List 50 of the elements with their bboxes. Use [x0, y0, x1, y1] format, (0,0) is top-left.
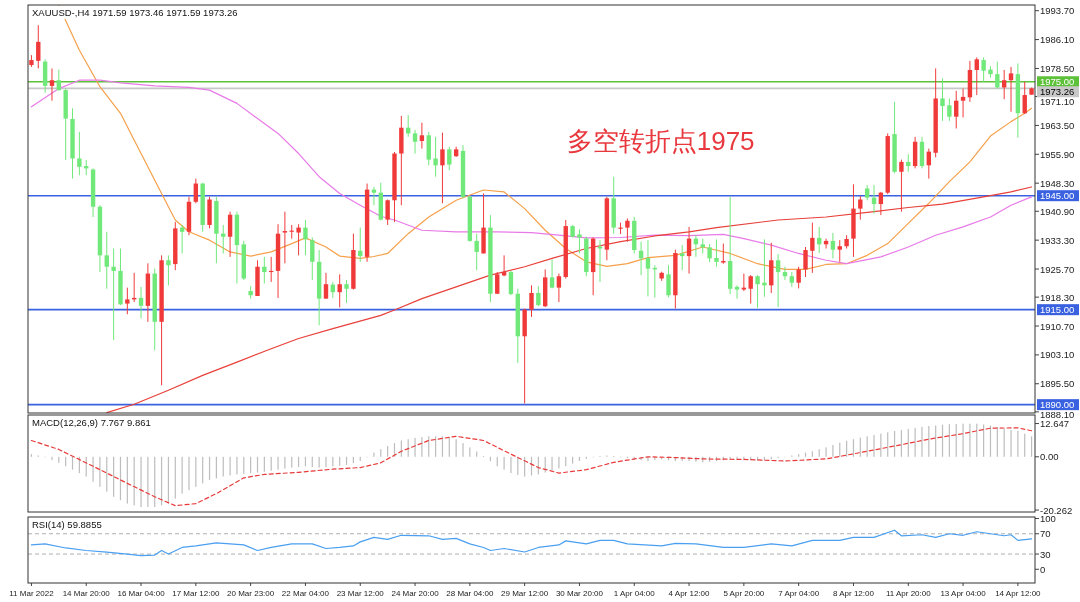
- y-tick-label: 1888.10: [1040, 409, 1075, 421]
- y-tick-label: 1978.50: [1040, 62, 1075, 74]
- x-tick-label: 7 Apr 04:00: [778, 589, 820, 598]
- chart-title: XAUUSD-,H4 1971.59 1973.46 1971.59 1973.26: [32, 7, 238, 18]
- x-tick-label: 29 Mar 12:00: [501, 589, 549, 598]
- annotation: 多空转折点1975: [566, 125, 755, 156]
- ref-line-label: 1945.00: [1040, 190, 1075, 202]
- ref-line-label: 1975.00: [1040, 76, 1075, 88]
- chart-title: MACD(12,26,9) 7.767 9.861: [32, 417, 151, 428]
- y-tick-label: 1955.90: [1040, 148, 1075, 160]
- y-tick-label: 100: [1040, 513, 1056, 525]
- x-tick-label: 14 Apr 12:00: [995, 589, 1042, 598]
- y-tick-label: 1903.10: [1040, 349, 1075, 361]
- x-tick-label: 4 Apr 12:00: [668, 589, 711, 598]
- y-tick-label: 1918.30: [1040, 291, 1075, 303]
- y-tick-label: 1971.10: [1040, 96, 1075, 108]
- ref-line-label: 1915.00: [1040, 304, 1075, 316]
- x-tick-label: 5 Apr 20:00: [723, 589, 765, 598]
- x-tick-label: 20 Mar 23:00: [227, 589, 275, 598]
- y-tick-label: 1986.10: [1040, 34, 1075, 46]
- y-tick-label: -20.262: [1040, 504, 1073, 516]
- x-tick-label: 28 Mar 04:00: [446, 589, 494, 598]
- x-tick-label: 8 Apr 12:00: [833, 589, 875, 598]
- x-tick-label: 1 Apr 04:00: [613, 589, 656, 598]
- ref-line-label: 1890.00: [1040, 399, 1075, 411]
- y-tick-label: 30: [1040, 548, 1051, 560]
- y-tick-label: 1948.30: [1040, 177, 1075, 189]
- y-tick-label: 12.647: [1040, 418, 1070, 430]
- x-tick-label: 24 Mar 20:00: [391, 589, 440, 598]
- y-tick-label: 0: [1040, 563, 1046, 575]
- y-tick-label: 1940.90: [1040, 205, 1075, 217]
- x-tick-label: 23 Mar 12:00: [336, 589, 385, 598]
- x-tick-label: 11 Apr 20:00: [885, 589, 932, 598]
- y-tick-label: 1925.70: [1040, 263, 1075, 275]
- x-tick-label: 16 Mar 04:00: [117, 589, 166, 598]
- y-tick-label: 1963.50: [1040, 119, 1075, 131]
- y-tick-label: 1993.70: [1040, 5, 1075, 17]
- chart-title: RSI(14) 59.8855: [32, 519, 102, 530]
- x-tick-label: 13 Apr 04:00: [940, 589, 987, 598]
- ref-line-label: 1973.26: [1040, 86, 1075, 98]
- y-tick-label: 0.00: [1040, 451, 1059, 463]
- x-tick-label: 22 Mar 04:00: [281, 589, 330, 598]
- y-tick-label: 1895.50: [1040, 378, 1075, 390]
- x-tick-label: 30 Mar 20:00: [555, 589, 604, 598]
- y-tick-label: 1910.70: [1040, 320, 1075, 332]
- x-tick-label: 17 Mar 12:00: [172, 589, 220, 598]
- y-tick-label: 70: [1040, 528, 1051, 540]
- y-tick-label: 1933.30: [1040, 234, 1075, 246]
- x-tick-label: 14 Mar 20:00: [62, 589, 111, 598]
- x-tick-label: 11 Mar 2022: [9, 589, 55, 598]
